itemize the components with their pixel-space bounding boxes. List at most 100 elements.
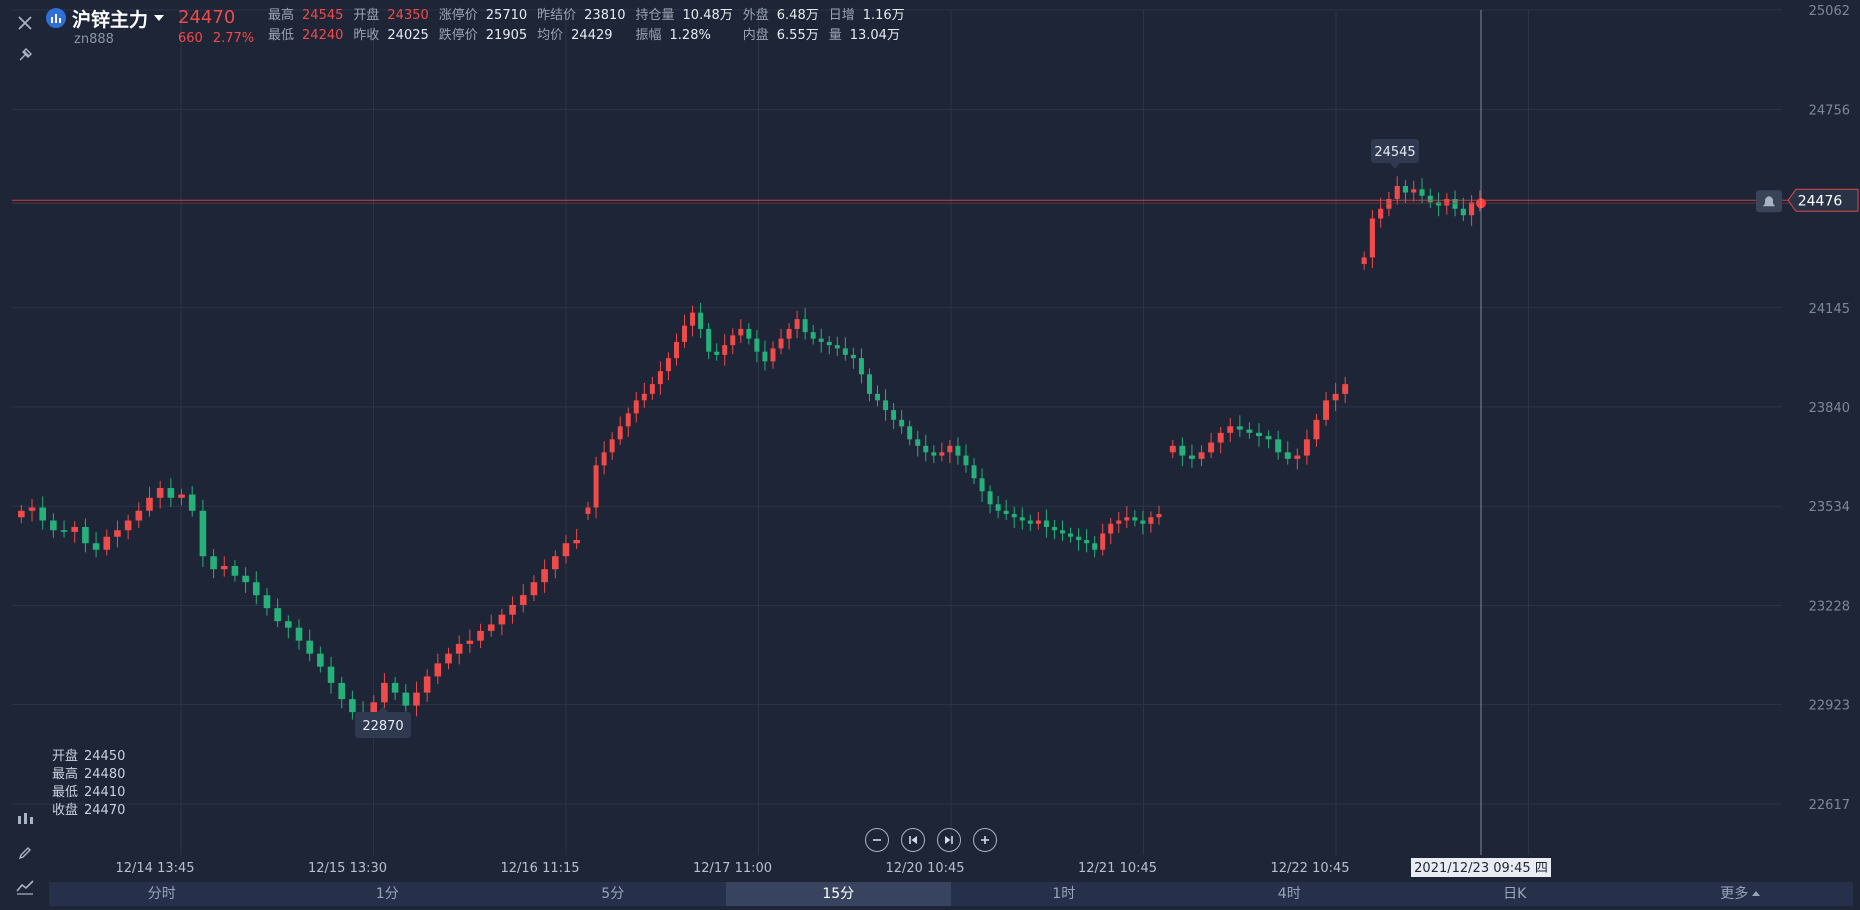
quote-stat: 均价 24429	[537, 26, 625, 46]
candle-body	[730, 335, 736, 346]
quote-stat-label: 昨结价	[537, 8, 577, 23]
candle	[156, 480, 164, 509]
pin-icon[interactable]	[12, 42, 38, 68]
skip-back-icon	[909, 836, 917, 844]
candle-body	[252, 582, 260, 596]
candle-body	[1386, 199, 1392, 209]
candle	[617, 416, 623, 446]
y-tick-label: 23228	[1809, 600, 1850, 615]
candle	[778, 328, 784, 355]
y-tick-label: 25062	[1809, 4, 1850, 19]
candle	[562, 534, 570, 564]
candle	[1378, 197, 1384, 228]
period-tab[interactable]: 1时	[951, 882, 1177, 906]
candle	[1332, 382, 1339, 412]
period-tab[interactable]: 分时	[49, 882, 275, 906]
candle	[649, 376, 655, 400]
candle	[1108, 517, 1114, 545]
candle-body	[370, 702, 378, 719]
draw-pen-icon[interactable]	[12, 840, 38, 866]
candle	[1019, 507, 1025, 530]
candle-body	[1419, 189, 1425, 196]
candle	[850, 347, 856, 369]
candle	[114, 520, 121, 548]
candle	[875, 385, 881, 407]
candle-body	[1019, 517, 1025, 521]
chevron-down-icon[interactable]	[154, 15, 165, 21]
zoom-in-button[interactable]	[973, 828, 997, 852]
candle-body	[1217, 432, 1224, 443]
period-tab[interactable]: 更多	[1628, 882, 1854, 906]
candle-body	[1275, 439, 1282, 453]
quote-stat-label: 外盘	[742, 8, 769, 23]
candle	[1246, 422, 1253, 439]
y-tick-label: 23840	[1809, 401, 1850, 416]
candle	[1116, 512, 1122, 533]
quote-stat: 日增 1.16万	[829, 6, 905, 26]
period-tab[interactable]: 4时	[1177, 882, 1403, 906]
period-tab[interactable]: 日K	[1402, 882, 1628, 906]
period-tab-label: 4时	[1277, 886, 1301, 902]
candle	[802, 308, 808, 340]
candle	[50, 513, 57, 538]
candle-body	[706, 328, 712, 352]
candle-body	[413, 692, 420, 706]
zoom-out-button[interactable]	[865, 828, 889, 852]
candle-body	[963, 455, 969, 466]
candle-body	[866, 374, 872, 394]
candle	[274, 598, 281, 628]
candle-body	[306, 640, 313, 654]
close-icon[interactable]	[12, 10, 38, 36]
candle	[1303, 429, 1310, 465]
scroll-to-start-button[interactable]	[901, 828, 925, 852]
candle	[794, 310, 800, 338]
candle	[1198, 445, 1205, 467]
candle-body	[445, 653, 452, 664]
candle-body	[39, 507, 47, 521]
candle	[1342, 376, 1349, 403]
candle	[609, 432, 615, 460]
symbol-selector[interactable]: 沪锌主力 zn888	[46, 6, 165, 50]
candle	[690, 305, 696, 337]
candle-body	[188, 494, 196, 511]
low-marker-box	[355, 712, 411, 738]
bell-icon	[1756, 190, 1782, 213]
period-tab-label: 5分	[601, 886, 625, 902]
period-tab[interactable]: 15分	[725, 882, 951, 906]
minus-icon	[873, 839, 881, 841]
candle-body	[722, 345, 728, 355]
candle-body	[665, 358, 671, 372]
candle	[1294, 448, 1301, 470]
candle	[498, 608, 506, 636]
candle	[593, 456, 599, 519]
candle-body	[1100, 533, 1106, 550]
candle	[891, 402, 897, 429]
scroll-to-end-button[interactable]	[937, 828, 961, 852]
y-tick-label: 24145	[1809, 302, 1850, 317]
ohlc-row: 开盘 24450	[52, 748, 125, 766]
grid-lines	[12, 9, 1782, 855]
candle-body	[955, 445, 961, 456]
candle-body	[455, 643, 463, 654]
candlestick-indicator-icon[interactable]	[12, 806, 38, 832]
ohlc-value: 24410	[84, 785, 126, 800]
chart-logo-icon	[46, 8, 66, 28]
period-tab[interactable]: 5分	[500, 882, 726, 906]
candle	[167, 478, 175, 507]
candle-body	[995, 504, 1001, 511]
period-tab[interactable]: 1分	[275, 882, 501, 906]
candle-body	[1011, 514, 1017, 518]
candle-body	[858, 358, 864, 375]
x-tick-label: 12/22 10:45	[1270, 861, 1349, 876]
candle	[698, 302, 704, 338]
candle-body	[327, 666, 335, 683]
candle	[722, 334, 728, 366]
candle-body	[826, 341, 832, 346]
quote-stats: 最高 24545 最低 24240 开盘 24350 昨收 24025 涨停价 25710 跌停价 2…	[268, 6, 905, 50]
indicator-line-icon[interactable]	[12, 874, 38, 900]
candle	[995, 495, 1001, 519]
candle-body	[285, 621, 292, 628]
candle-body	[274, 608, 281, 622]
quote-stat: 昨收 24025	[353, 26, 428, 46]
